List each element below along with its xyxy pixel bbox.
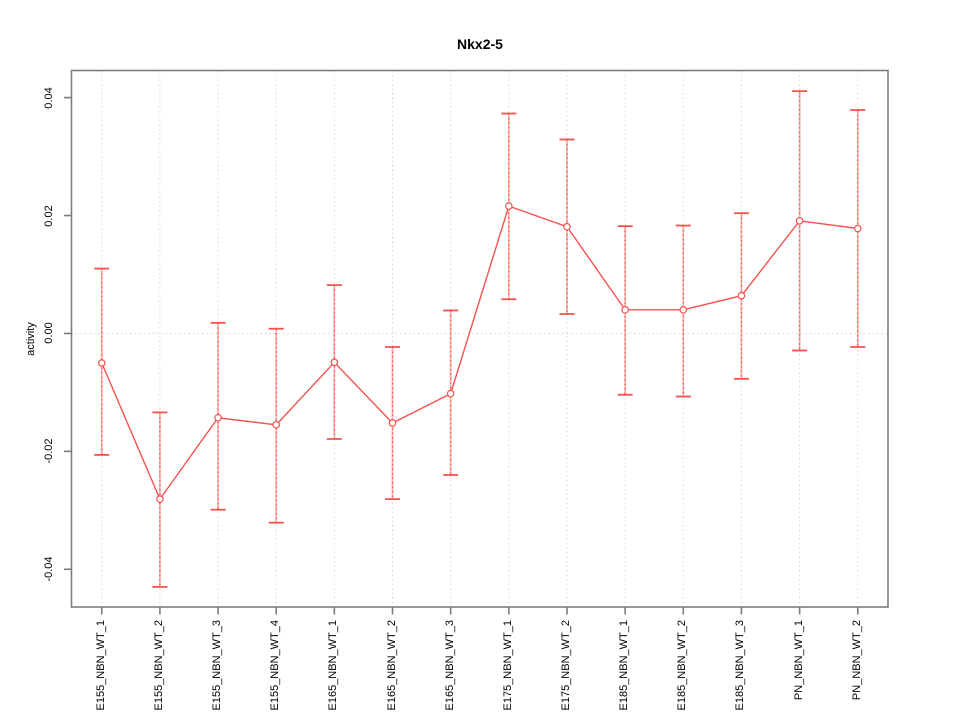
data-point xyxy=(330,358,339,367)
x-tick-label: E165_NBN_WT_2 xyxy=(385,620,398,711)
data-point xyxy=(156,495,164,503)
y-tick-label: 0.04 xyxy=(43,86,55,109)
x-tick-label: PN_NBN_WT_2 xyxy=(850,620,863,701)
data-point xyxy=(97,359,106,367)
x-tick-label: E155_NBN_WT_4 xyxy=(269,620,282,711)
data-point xyxy=(272,421,281,429)
x-tick-label: E155_NBN_WT_3 xyxy=(211,620,224,711)
data-point xyxy=(563,222,571,231)
series-line xyxy=(101,205,858,501)
data-point xyxy=(505,202,513,210)
chart-title: Nkx2-5 xyxy=(457,36,503,52)
data-point xyxy=(679,306,688,314)
x-tick-label: E175_NBN_WT_1 xyxy=(501,620,514,711)
x-tick-label: E185_NBN_WT_2 xyxy=(676,620,689,711)
data-point xyxy=(446,389,455,398)
data-point xyxy=(621,306,629,314)
data-point xyxy=(214,413,222,422)
data-point xyxy=(853,224,862,233)
x-tick-label: E165_NBN_WT_1 xyxy=(327,620,340,711)
x-tick-label: E175_NBN_WT_2 xyxy=(559,620,572,711)
x-tick-label: E155_NBN_WT_2 xyxy=(152,620,165,711)
y-tick-label: -0.02 xyxy=(43,438,55,464)
x-tick-label: E185_NBN_WT_3 xyxy=(734,620,747,711)
x-tick-label: PN_NBN_WT_1 xyxy=(792,620,805,701)
x-tick-label: E185_NBN_WT_1 xyxy=(618,620,631,711)
x-tick-label: E165_NBN_WT_3 xyxy=(443,620,456,711)
y-tick-label: 0.02 xyxy=(43,204,55,227)
data-point xyxy=(388,419,397,427)
data-point xyxy=(795,217,804,225)
x-tick-label: E155_NBN_WT_1 xyxy=(94,620,107,711)
data-point xyxy=(737,291,746,300)
plot-border xyxy=(70,69,889,608)
y-tick-label: 0.00 xyxy=(43,322,55,345)
y-tick-label: -0.04 xyxy=(43,556,55,582)
